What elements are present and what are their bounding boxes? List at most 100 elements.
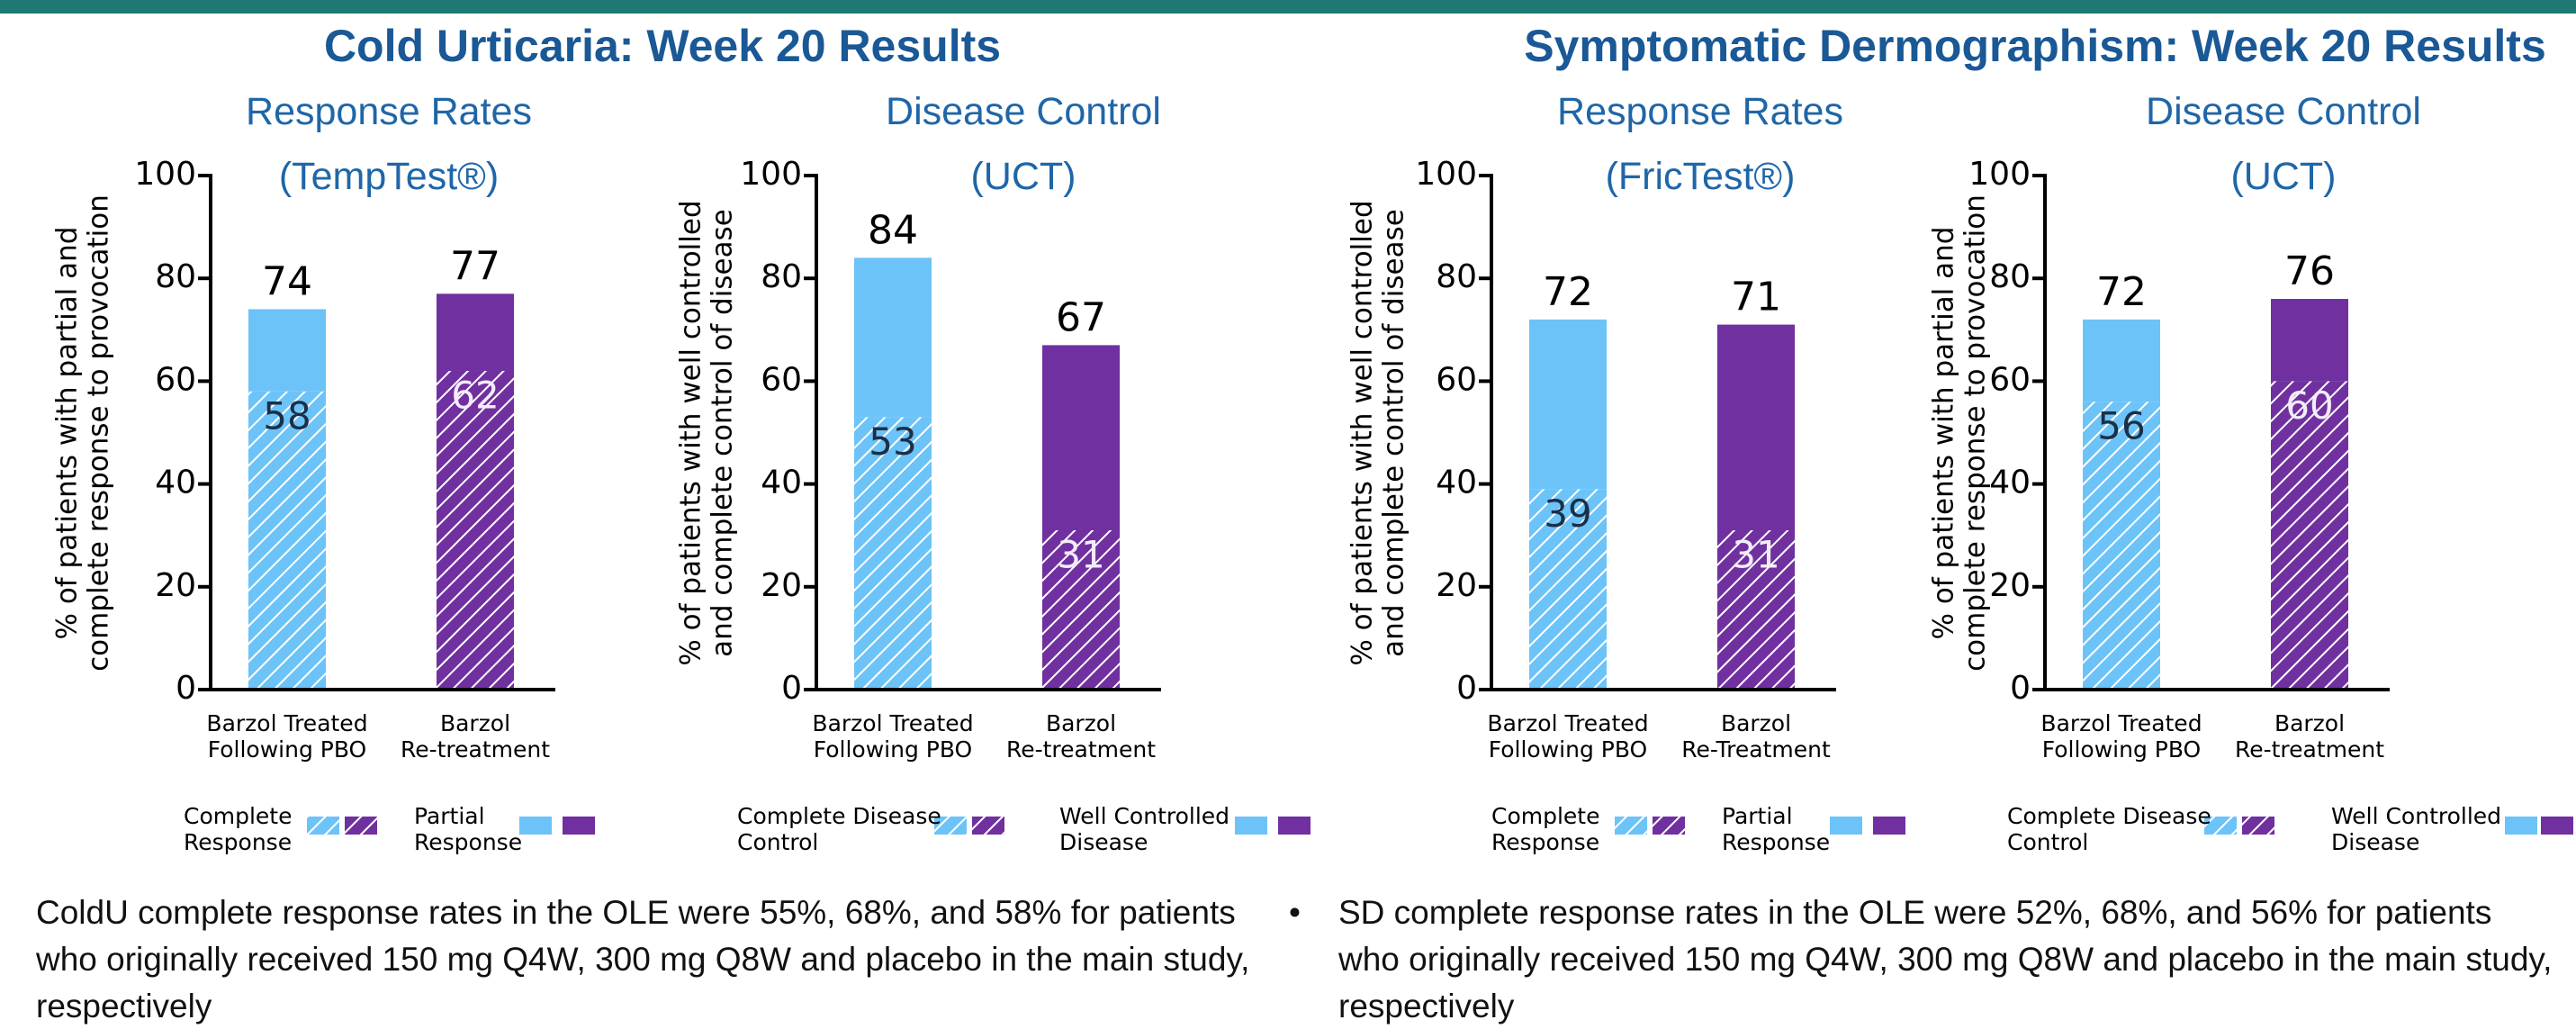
value-label: 31 bbox=[1057, 532, 1104, 576]
total-label: 77 bbox=[450, 243, 500, 289]
legend-swatch bbox=[934, 817, 967, 835]
bar-segment bbox=[854, 257, 932, 418]
y-axis-label: % of patients with well controlled and c… bbox=[674, 199, 738, 666]
y-tick-label: 40 bbox=[761, 465, 802, 501]
legend-swatch bbox=[2541, 817, 2573, 835]
chart-subtitle: (UCT) bbox=[2230, 155, 2337, 198]
legend-label: Complete Disease Control bbox=[2007, 803, 2211, 855]
total-label: 67 bbox=[1056, 294, 1106, 340]
value-label: 56 bbox=[2097, 404, 2145, 448]
chart-subtitle: (TempTest®) bbox=[278, 155, 500, 198]
chart-title: Disease Control bbox=[886, 90, 1161, 133]
bar-segment bbox=[2271, 299, 2348, 382]
total-label: 72 bbox=[2096, 269, 2147, 315]
legend-swatch bbox=[563, 817, 595, 835]
y-tick-label: 60 bbox=[155, 361, 196, 398]
y-tick-label: 20 bbox=[761, 567, 802, 604]
bar-segment bbox=[437, 370, 514, 690]
x-tick-label: Barzol Re-Treatment bbox=[1681, 710, 1831, 763]
y-tick-label: 80 bbox=[761, 258, 802, 295]
legend-swatch bbox=[1615, 817, 1647, 835]
y-tick-label: 100 bbox=[740, 156, 802, 193]
value-label: 39 bbox=[1544, 492, 1591, 536]
total-label: 74 bbox=[262, 258, 312, 304]
y-tick-label: 0 bbox=[176, 670, 196, 707]
chart-subtitle: (UCT) bbox=[970, 155, 1076, 198]
x-tick-label: Barzol Re-treatment bbox=[1005, 710, 1157, 763]
chart-subtitle: (FricTest®) bbox=[1605, 155, 1796, 198]
bar-segment bbox=[854, 417, 932, 690]
value-label: 62 bbox=[451, 373, 499, 417]
y-tick-label: 40 bbox=[155, 465, 196, 501]
legend-swatch bbox=[1235, 817, 1267, 835]
bar-segment bbox=[2083, 319, 2160, 402]
bar-segment bbox=[2271, 381, 2348, 690]
x-tick-label: Barzol Re-treatment bbox=[2234, 710, 2385, 763]
y-tick-label: 20 bbox=[155, 567, 196, 604]
legend-swatch bbox=[2505, 817, 2537, 835]
y-tick-label: 100 bbox=[134, 156, 196, 193]
bar-segment bbox=[1529, 319, 1607, 490]
value-label: 31 bbox=[1732, 532, 1779, 576]
bar-segment bbox=[1042, 345, 1120, 530]
section-title: Cold Urticaria: Week 20 Results bbox=[323, 21, 1002, 71]
legend-label: Well Controlled Disease bbox=[1059, 803, 1230, 855]
chart-title: Response Rates bbox=[246, 90, 532, 133]
legend-label: Partial Response bbox=[1722, 803, 1831, 855]
value-label: 53 bbox=[869, 420, 916, 464]
legend-label: Partial Response bbox=[414, 803, 523, 855]
total-label: 71 bbox=[1731, 275, 1781, 320]
legend-swatch bbox=[2242, 817, 2274, 835]
bullet-text: ColdU complete response rates in the OLE… bbox=[36, 894, 1250, 1024]
y-tick-label: 60 bbox=[761, 361, 802, 398]
legend-swatch bbox=[1873, 817, 1905, 835]
total-label: 72 bbox=[1543, 269, 1593, 315]
y-tick-label: 80 bbox=[155, 258, 196, 295]
legend-swatch bbox=[519, 817, 552, 835]
bar-segment bbox=[248, 391, 326, 690]
x-tick-label: Barzol Treated Following PBO bbox=[812, 710, 974, 763]
legend-swatch bbox=[1653, 817, 1685, 835]
bar-segment bbox=[1717, 529, 1795, 690]
bar-segment bbox=[1529, 489, 1607, 690]
section-title: Symptomatic Dermographism: Week 20 Resul… bbox=[1524, 21, 2546, 71]
y-tick-label: 40 bbox=[1436, 465, 1477, 501]
legend-swatch bbox=[1830, 817, 1862, 835]
legend-swatch bbox=[1278, 817, 1311, 835]
y-tick-label: 100 bbox=[1415, 156, 1477, 193]
value-label: 58 bbox=[263, 393, 311, 438]
y-tick-label: 80 bbox=[1989, 258, 2031, 295]
x-tick-label: Barzol Re-treatment bbox=[400, 710, 551, 763]
legend-label: Well Controlled Disease bbox=[2331, 803, 2502, 855]
chart-title: Response Rates bbox=[1557, 90, 1843, 133]
y-axis-label: % of patients with partial and complete … bbox=[1927, 194, 1991, 672]
bullet-text: SD complete response rates in the OLE we… bbox=[1338, 894, 2553, 1024]
value-label: 60 bbox=[2285, 384, 2333, 428]
x-tick-label: Barzol Treated Following PBO bbox=[2040, 710, 2202, 763]
legend-swatch bbox=[2204, 817, 2237, 835]
y-tick-label: 60 bbox=[1989, 361, 2031, 398]
bar-segment bbox=[2083, 402, 2160, 690]
bar-segment bbox=[1717, 324, 1795, 530]
y-tick-label: 80 bbox=[1436, 258, 1477, 295]
x-tick-label: Barzol Treated Following PBO bbox=[1487, 710, 1649, 763]
bar-segment bbox=[437, 293, 514, 371]
y-axis-label: % of patients with well controlled and c… bbox=[1346, 199, 1410, 666]
y-tick-label: 100 bbox=[1968, 156, 2031, 193]
chart-title: Disease Control bbox=[2146, 90, 2421, 133]
bar-segment bbox=[248, 309, 326, 392]
legend-label: Complete Disease Control bbox=[737, 803, 941, 855]
y-tick-label: 20 bbox=[1989, 567, 2031, 604]
bullet-dot: • bbox=[1289, 894, 1301, 931]
legend-label: Complete Response bbox=[1491, 803, 1600, 855]
total-label: 76 bbox=[2284, 248, 2335, 294]
legend-label: Complete Response bbox=[184, 803, 293, 855]
y-tick-label: 0 bbox=[781, 670, 802, 707]
y-tick-label: 0 bbox=[1456, 670, 1477, 707]
y-tick-label: 40 bbox=[1989, 465, 2031, 501]
legend-swatch bbox=[307, 817, 339, 835]
total-label: 84 bbox=[868, 207, 918, 253]
x-tick-label: Barzol Treated Following PBO bbox=[206, 710, 368, 763]
